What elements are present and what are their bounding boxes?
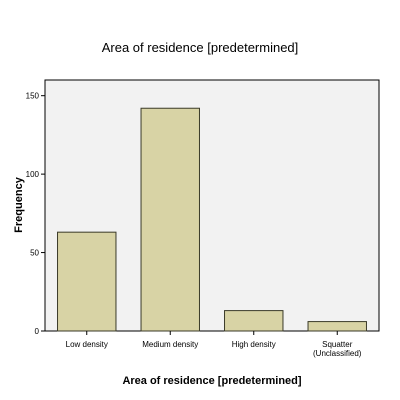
x-axis-label: Area of residence [predetermined] — [122, 375, 301, 387]
y-tick-label: 150 — [26, 92, 40, 101]
bar — [224, 310, 284, 332]
x-tick-label: Low density — [66, 340, 108, 349]
bar — [140, 107, 200, 332]
y-axis-label: Frequency — [13, 176, 25, 233]
x-tick-label: High density — [232, 340, 276, 349]
x-tick-label: (Unclassified) — [313, 349, 362, 358]
y-tick-label: 0 — [35, 327, 40, 336]
x-axis-tick-labels: Low density Medium density High density Squ… — [66, 331, 362, 358]
y-tick-label: 100 — [26, 170, 40, 179]
bar — [57, 231, 117, 332]
bar — [307, 321, 367, 332]
chart-title: Area of residence [predetermined] — [102, 40, 299, 55]
x-tick-label: Medium density — [142, 340, 198, 349]
x-tick-label: Squatter — [322, 340, 353, 349]
y-axis-ticks: 0 50 100 150 — [26, 92, 45, 336]
bars-group — [57, 107, 367, 332]
y-tick-label: 50 — [30, 249, 39, 258]
